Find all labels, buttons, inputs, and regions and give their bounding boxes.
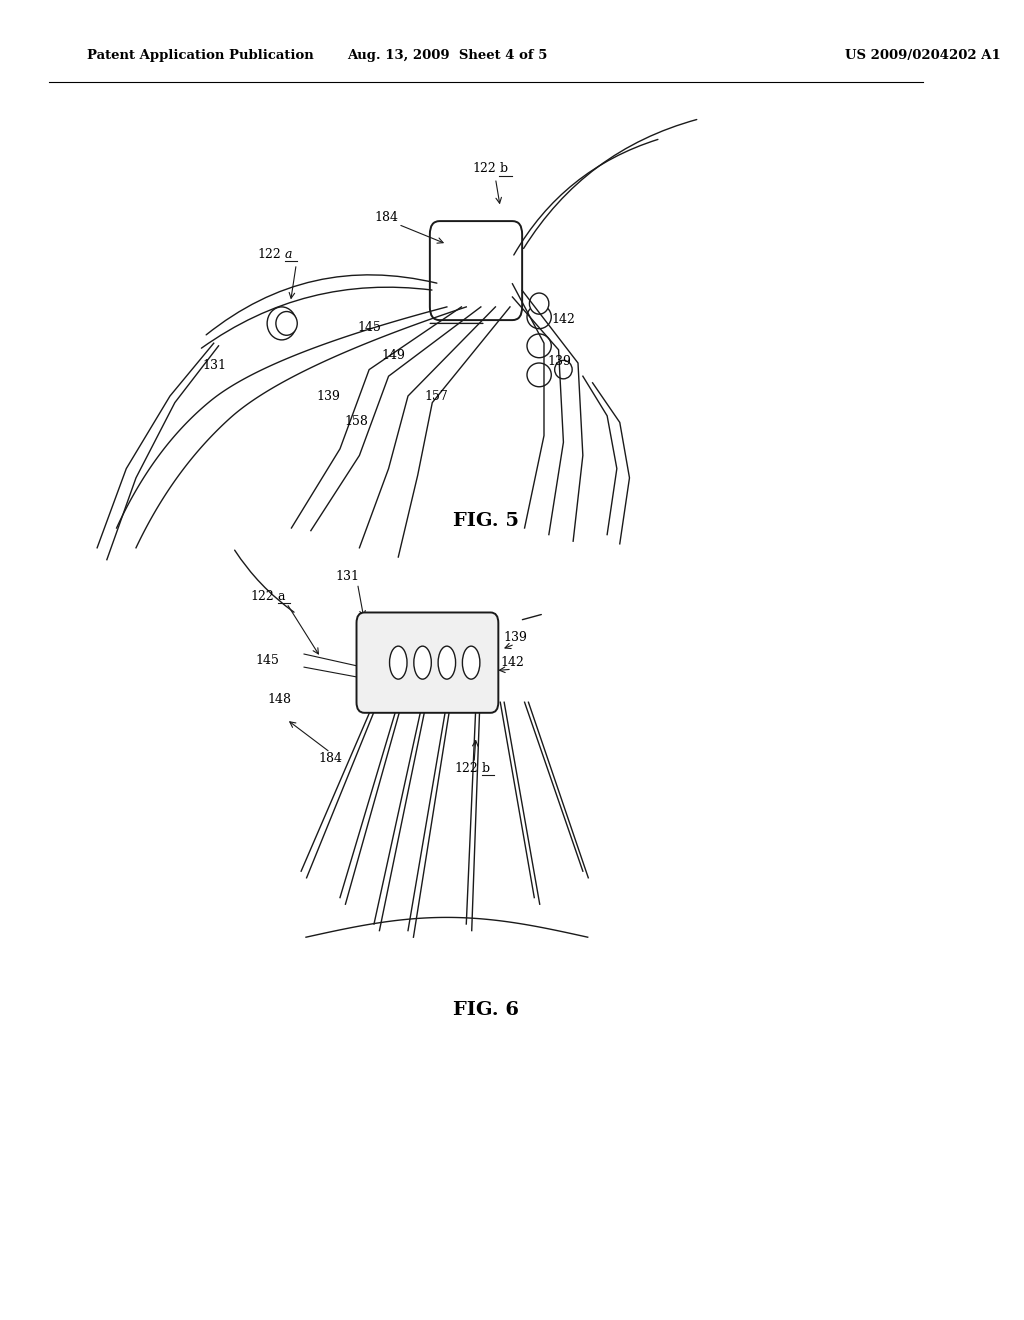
FancyBboxPatch shape	[356, 612, 499, 713]
Text: US 2009/0204202 A1: US 2009/0204202 A1	[845, 49, 1000, 62]
Text: 158: 158	[345, 414, 369, 428]
Text: 148: 148	[267, 693, 291, 706]
Text: 157: 157	[425, 389, 449, 403]
FancyBboxPatch shape	[430, 220, 522, 319]
Text: FIG. 5: FIG. 5	[453, 512, 519, 531]
Text: 149: 149	[382, 348, 406, 362]
Ellipse shape	[389, 645, 407, 678]
Ellipse shape	[527, 305, 551, 329]
Ellipse shape	[414, 645, 431, 678]
Text: 184: 184	[374, 211, 398, 224]
Ellipse shape	[527, 334, 551, 358]
Text: 122: 122	[257, 248, 282, 261]
Text: Patent Application Publication: Patent Application Publication	[87, 49, 314, 62]
Ellipse shape	[275, 312, 297, 335]
Text: 142: 142	[501, 656, 524, 669]
Text: 131: 131	[335, 570, 359, 583]
Text: b: b	[482, 762, 489, 775]
Ellipse shape	[529, 293, 549, 314]
Text: FIG. 6: FIG. 6	[453, 1001, 519, 1019]
Ellipse shape	[555, 360, 572, 379]
Text: 145: 145	[357, 321, 381, 334]
Text: 139: 139	[316, 389, 341, 403]
Ellipse shape	[527, 363, 551, 387]
Text: 145: 145	[255, 653, 280, 667]
Ellipse shape	[438, 645, 456, 678]
Ellipse shape	[267, 306, 296, 339]
Text: Aug. 13, 2009  Sheet 4 of 5: Aug. 13, 2009 Sheet 4 of 5	[347, 49, 547, 62]
Text: 122: 122	[472, 162, 496, 176]
Ellipse shape	[463, 645, 480, 678]
Text: b: b	[500, 162, 508, 176]
Text: a: a	[278, 590, 286, 603]
Text: 131: 131	[202, 359, 226, 372]
Text: 139: 139	[503, 631, 527, 644]
Text: 149: 149	[469, 684, 494, 697]
Text: 122: 122	[251, 590, 274, 603]
Text: 142: 142	[552, 313, 575, 326]
Text: 184: 184	[318, 752, 343, 766]
Text: 122: 122	[455, 762, 478, 775]
Text: 139: 139	[548, 355, 571, 368]
Text: a: a	[285, 248, 292, 261]
